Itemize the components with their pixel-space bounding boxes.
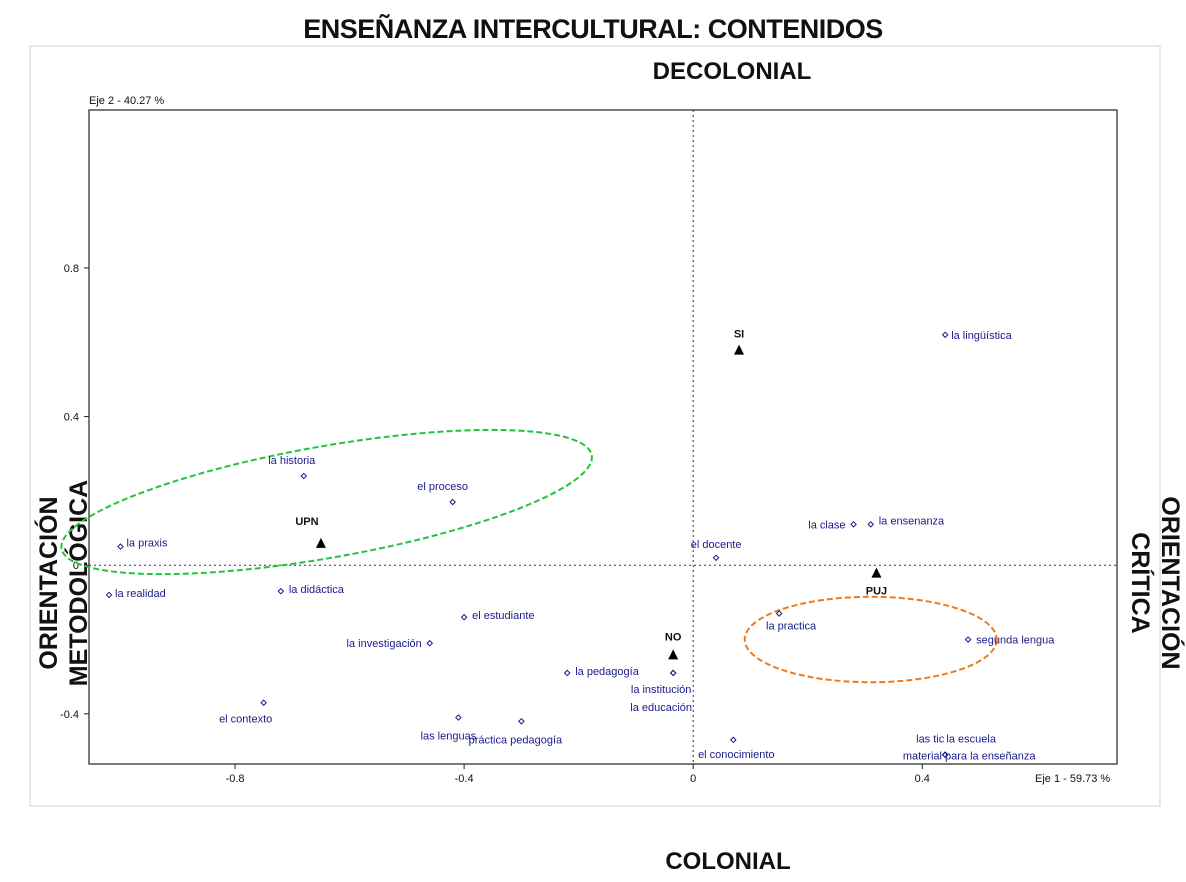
point-marker-la-didactica bbox=[277, 587, 285, 595]
x-tick-label: 0 bbox=[690, 773, 696, 785]
point-marker-la-ensenanza bbox=[867, 521, 875, 528]
y-tick-label: 0 bbox=[73, 560, 79, 572]
x-tick-label: -0.4 bbox=[455, 773, 474, 785]
point-label-el-proceso: el proceso bbox=[417, 481, 468, 493]
point-label-el-estudiante: el estudiante bbox=[472, 610, 534, 622]
x-tick-label: 0.4 bbox=[915, 773, 930, 785]
point-label-segunda-lengua: segunda lengua bbox=[976, 635, 1055, 647]
label-top-decolonial: DECOLONIAL bbox=[652, 58, 812, 85]
point-marker-las-lenguas bbox=[455, 714, 462, 721]
figure-frame bbox=[29, 45, 1161, 807]
chart-title: ENSEÑANZA INTERCULTURAL: CONTENIDOS bbox=[303, 14, 883, 44]
point-marker-el-docente bbox=[712, 554, 720, 562]
point-marker-la-praxis bbox=[117, 543, 124, 550]
point-marker-la-investigacion bbox=[426, 639, 434, 647]
point-marker-la-linguistica bbox=[941, 331, 949, 339]
plot-area bbox=[88, 109, 1118, 765]
point-label-las-tic: las tic bbox=[916, 734, 945, 746]
supplementary-marker-si bbox=[734, 344, 745, 355]
label-bottom-colonial: COLONIAL bbox=[665, 848, 791, 875]
point-label-la-educacion: la educación bbox=[630, 702, 692, 714]
y-tick-label: -0.4 bbox=[60, 709, 79, 721]
point-label-el-docente: el docente bbox=[691, 539, 742, 551]
point-label-la-investigacion: la investigación bbox=[347, 638, 422, 650]
point-marker-el-estudiante bbox=[460, 613, 468, 621]
point-label-la-didactica: la didáctica bbox=[289, 584, 345, 596]
point-label-la-practica: la practica bbox=[766, 621, 817, 633]
point-marker-el-contexto bbox=[260, 699, 267, 706]
point-label-la-ensenanza: la ensenanza bbox=[879, 515, 945, 527]
y-axis-label: Eje 2 - 40.27 % bbox=[89, 95, 164, 107]
point-label-la-clase: la clase bbox=[808, 519, 845, 531]
point-label-practica-pedagogia: práctica pedagogía bbox=[469, 734, 563, 746]
point-marker-la-historia bbox=[300, 472, 308, 480]
point-label-las-lenguas: las lenguas bbox=[421, 731, 477, 743]
y-tick-label: 0.4 bbox=[64, 412, 79, 424]
point-marker-la-educacion bbox=[669, 669, 677, 677]
point-marker-practica-pedagogia bbox=[518, 717, 525, 725]
supplementary-marker-no bbox=[668, 649, 679, 660]
supplementary-label-no: NO bbox=[665, 631, 682, 643]
y-tick-label: 0.8 bbox=[64, 263, 79, 275]
point-label-la-linguistica: la lingüística bbox=[951, 330, 1012, 342]
point-marker-el-conocimiento bbox=[729, 736, 737, 744]
point-label-la-pedagogia: la pedagogía bbox=[575, 666, 639, 678]
point-label-la-praxis: la praxis bbox=[126, 538, 167, 550]
point-marker-material-para-la-ensenanza bbox=[941, 751, 949, 759]
point-label-la-escuela: la escuela bbox=[946, 734, 996, 746]
point-marker-la-institucion bbox=[669, 669, 677, 677]
ellipse-upn-group bbox=[60, 428, 593, 576]
point-label-la-historia: la historia bbox=[268, 455, 316, 467]
ellipse-puj-group bbox=[743, 595, 998, 684]
supplementary-label-upn: UPN bbox=[295, 516, 318, 528]
point-label-material-para-la-ensenanza: material para la enseñanza bbox=[903, 751, 1037, 763]
point-label-la-institucion: la institución bbox=[631, 684, 692, 696]
point-marker-la-pedagogia bbox=[563, 669, 571, 677]
point-marker-segunda-lengua bbox=[964, 636, 972, 643]
x-axis-label: Eje 1 - 59.73 % bbox=[1035, 773, 1110, 785]
supplementary-label-puj: PUJ bbox=[866, 586, 887, 598]
point-label-el-conocimiento: el conocimiento bbox=[698, 749, 774, 761]
point-label-el-contexto: el contexto bbox=[219, 714, 272, 726]
point-marker-el-proceso bbox=[449, 498, 456, 506]
point-marker-la-clase bbox=[850, 521, 857, 528]
supplementary-marker-upn bbox=[315, 537, 326, 548]
point-label-la-realidad: la realidad bbox=[115, 588, 166, 600]
x-tick-label: -0.8 bbox=[226, 773, 245, 785]
supplementary-label-si: SI bbox=[734, 329, 744, 341]
point-marker-la-realidad bbox=[105, 591, 113, 599]
point-marker-la-practica bbox=[775, 610, 783, 617]
supplementary-marker-puj bbox=[871, 567, 882, 578]
